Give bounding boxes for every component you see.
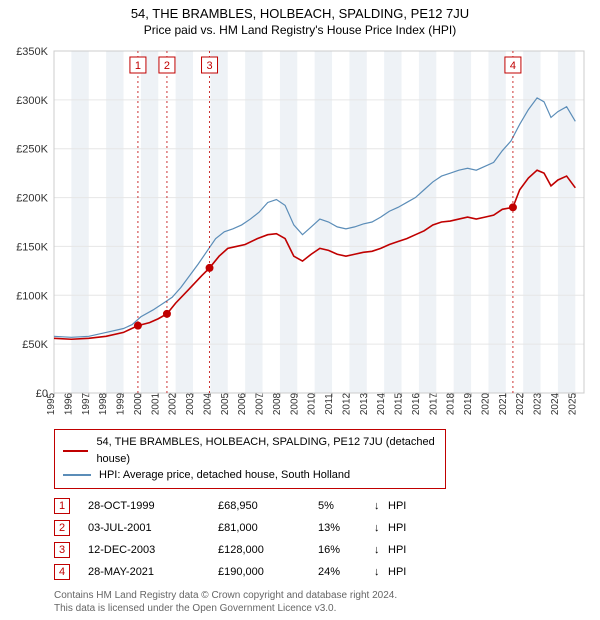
svg-text:2009: 2009	[289, 392, 300, 415]
svg-text:2016: 2016	[411, 392, 422, 415]
svg-text:2012: 2012	[341, 392, 352, 415]
svg-text:2004: 2004	[202, 392, 213, 415]
sale-date: 28-MAY-2021	[88, 566, 218, 578]
down-arrow-icon: ↓	[374, 566, 388, 578]
sale-date: 03-JUL-2001	[88, 522, 218, 534]
sale-price: £190,000	[218, 566, 318, 578]
sale-date: 12-DEC-2003	[88, 544, 218, 556]
chart-container: 54, THE BRAMBLES, HOLBEACH, SPALDING, PE…	[0, 0, 600, 619]
legend-swatch	[63, 474, 91, 476]
svg-text:£100K: £100K	[16, 290, 48, 302]
legend-swatch	[63, 450, 88, 452]
svg-text:£200K: £200K	[16, 193, 48, 205]
svg-text:1996: 1996	[63, 392, 74, 415]
down-arrow-icon: ↓	[374, 544, 388, 556]
svg-text:1997: 1997	[81, 392, 92, 415]
down-arrow-icon: ↓	[374, 500, 388, 512]
svg-text:2025: 2025	[567, 392, 578, 415]
sale-number-box: 1	[54, 498, 70, 514]
down-arrow-icon: ↓	[374, 522, 388, 534]
sale-diff: 5%	[318, 500, 374, 512]
sale-hpi-label: HPI	[388, 522, 406, 534]
svg-text:2011: 2011	[324, 393, 335, 415]
svg-text:2005: 2005	[220, 392, 231, 415]
svg-text:4: 4	[510, 60, 516, 72]
legend-item: HPI: Average price, detached house, Sout…	[63, 467, 437, 484]
legend-label: HPI: Average price, detached house, Sout…	[99, 467, 350, 484]
page-title: 54, THE BRAMBLES, HOLBEACH, SPALDING, PE…	[10, 6, 590, 21]
line-chart-svg: £0£50K£100K£150K£200K£250K£300K£350K1995…	[10, 43, 590, 423]
svg-text:2014: 2014	[376, 392, 387, 415]
svg-text:2010: 2010	[307, 392, 318, 415]
svg-text:2013: 2013	[359, 392, 370, 415]
sale-row: 1 28-OCT-1999£68,9505%↓HPI	[54, 495, 590, 517]
sale-row: 2 03-JUL-2001£81,00013%↓HPI	[54, 517, 590, 539]
svg-text:£250K: £250K	[16, 144, 48, 156]
sale-price: £81,000	[218, 522, 318, 534]
sale-diff: 13%	[318, 522, 374, 534]
sales-table: 128-OCT-1999£68,9505%↓HPI203-JUL-2001£81…	[54, 495, 590, 583]
svg-text:2019: 2019	[463, 392, 474, 415]
svg-text:£300K: £300K	[16, 95, 48, 107]
svg-text:2: 2	[164, 60, 170, 72]
svg-text:2018: 2018	[446, 392, 457, 415]
sale-row: 3 12-DEC-2003£128,00016%↓HPI	[54, 539, 590, 561]
svg-text:£150K: £150K	[16, 241, 48, 253]
sale-hpi-label: HPI	[388, 566, 406, 578]
svg-text:2022: 2022	[515, 392, 526, 415]
footer-line2: This data is licensed under the Open Gov…	[54, 602, 590, 615]
legend-label: 54, THE BRAMBLES, HOLBEACH, SPALDING, PE…	[96, 434, 437, 467]
svg-text:2007: 2007	[255, 392, 266, 415]
svg-text:1995: 1995	[46, 392, 57, 415]
svg-text:2006: 2006	[237, 392, 248, 415]
svg-text:2024: 2024	[550, 392, 561, 415]
svg-text:1999: 1999	[116, 392, 127, 415]
sale-number-box: 4	[54, 564, 70, 580]
sale-number-box: 3	[54, 542, 70, 558]
legend-item: 54, THE BRAMBLES, HOLBEACH, SPALDING, PE…	[63, 434, 437, 467]
svg-text:2008: 2008	[272, 392, 283, 415]
svg-text:3: 3	[206, 60, 212, 72]
svg-text:1998: 1998	[98, 392, 109, 415]
sale-hpi-label: HPI	[388, 500, 406, 512]
svg-text:1: 1	[135, 60, 141, 72]
sale-date: 28-OCT-1999	[88, 500, 218, 512]
svg-text:£50K: £50K	[22, 339, 48, 351]
svg-text:2001: 2001	[150, 392, 161, 415]
sale-row: 4 28-MAY-2021£190,00024%↓HPI	[54, 561, 590, 583]
svg-text:£350K: £350K	[16, 46, 48, 58]
sale-price: £128,000	[218, 544, 318, 556]
svg-text:2017: 2017	[428, 392, 439, 415]
svg-text:2002: 2002	[168, 392, 179, 415]
svg-text:2003: 2003	[185, 392, 196, 415]
svg-text:2020: 2020	[480, 392, 491, 415]
sale-diff: 24%	[318, 566, 374, 578]
sale-number-box: 2	[54, 520, 70, 536]
legend-box: 54, THE BRAMBLES, HOLBEACH, SPALDING, PE…	[54, 429, 446, 489]
sale-diff: 16%	[318, 544, 374, 556]
chart-area: £0£50K£100K£150K£200K£250K£300K£350K1995…	[10, 43, 590, 423]
svg-text:2021: 2021	[498, 392, 509, 415]
sale-hpi-label: HPI	[388, 544, 406, 556]
sale-price: £68,950	[218, 500, 318, 512]
footer-line1: Contains HM Land Registry data © Crown c…	[54, 589, 590, 602]
svg-text:2023: 2023	[533, 392, 544, 415]
footer-attribution: Contains HM Land Registry data © Crown c…	[54, 589, 590, 615]
svg-text:2015: 2015	[394, 392, 405, 415]
page-subtitle: Price paid vs. HM Land Registry's House …	[10, 23, 590, 37]
svg-text:2000: 2000	[133, 392, 144, 415]
